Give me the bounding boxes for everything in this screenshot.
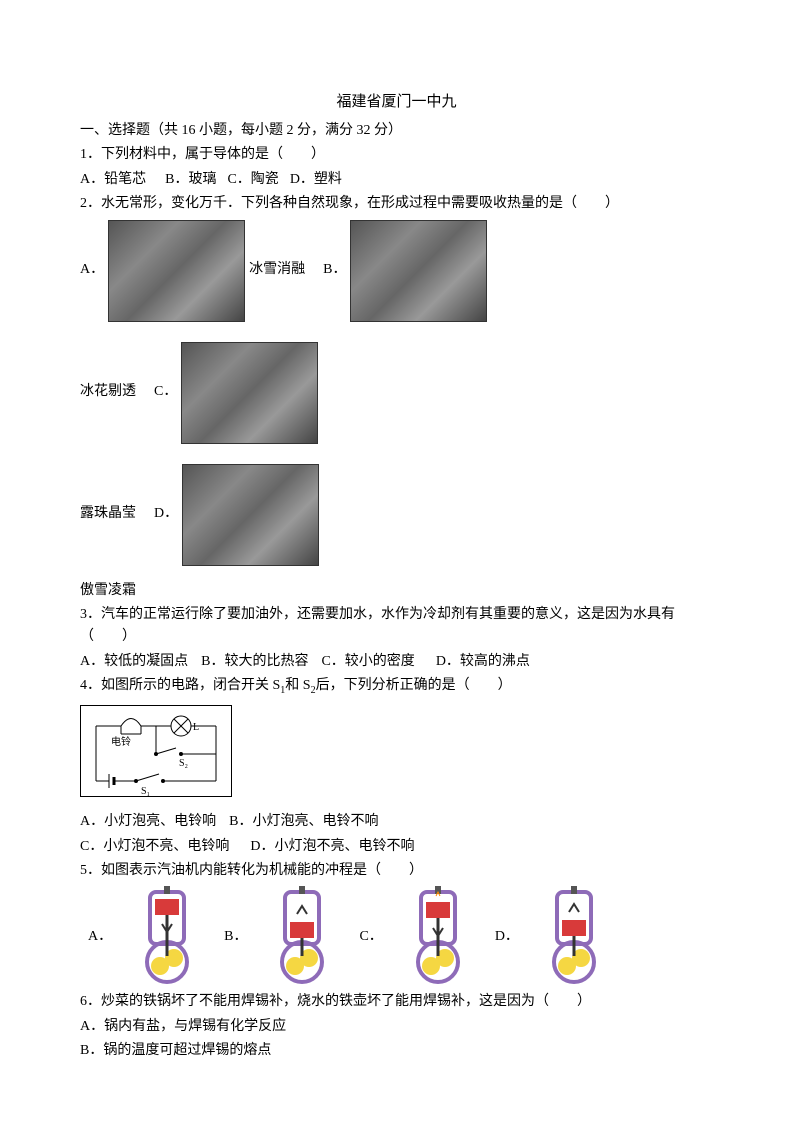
q2-row-d: 露珠晶莹 D． [80, 462, 713, 568]
engine-stroke-c [393, 884, 483, 989]
q1-opt-d: D．塑料 [290, 172, 342, 187]
q6-opt-a: A．锅内有盐，与焊锡有化学反应 [80, 1016, 713, 1038]
q4-stem-before: 4．如图所示的电路，闭合开关 S [80, 678, 280, 693]
q4-opt-a: A．小灯泡亮、电铃响 [80, 814, 216, 829]
circuit-diagram: 电铃 L S₂ S₁ [80, 705, 232, 797]
q2-c-label: C． [154, 381, 177, 403]
q2-b-label: B． [323, 259, 346, 281]
q2-stem: 2．水无常形，变化万千．下列各种自然现象，在形成过程中需要吸收热量的是（ ） [80, 193, 713, 215]
q3-stem: 3．汽车的正常运行除了要加油外，还需要加水，水作为冷却剂有其重要的意义，这是因为… [80, 604, 713, 649]
engine-stroke-b [257, 884, 347, 989]
q2-c-text: 露珠晶莹 [80, 503, 136, 525]
section-heading: 一、选择题（共 16 小题，每小题 2 分，满分 32 分） [80, 120, 713, 142]
q1-opt-a: A．铅笔芯 [80, 172, 146, 187]
q4-stem-mid: 和 S [285, 678, 310, 693]
q4-options-row1: A．小灯泡亮、电铃响 B．小灯泡亮、电铃不响 [80, 811, 713, 833]
s2-label: S₂ [179, 758, 188, 769]
q2-b-text: 冰花剔透 [80, 381, 136, 403]
q5-options: A． B． C． [80, 884, 713, 989]
image-dew-drops [181, 342, 318, 444]
q5-opt-a: A． [88, 926, 112, 948]
bell-label: 电铃 [111, 735, 131, 748]
q4-opt-c: C．小灯泡不亮、电铃响 [80, 839, 229, 854]
q4-stem: 4．如图所示的电路，闭合开关 S1和 S2后，下列分析正确的是（ ） [80, 675, 713, 699]
doc-title: 福建省厦门一中九 [80, 90, 713, 114]
image-frost-flower [350, 220, 487, 322]
q5-stem: 5．如图表示汽油机内能转化为机械能的冲程是（ ） [80, 860, 713, 882]
engine-stroke-d [529, 884, 619, 989]
image-melting-snow [108, 220, 245, 322]
q3-opt-a: A．较低的凝固点 [80, 654, 188, 669]
q1-options: A．铅笔芯 B．玻璃 C．陶瓷 D．塑料 [80, 169, 713, 191]
q3-opt-b: B．较大的比热容 [201, 654, 308, 669]
q2-a-text: 冰雪消融 [249, 259, 305, 281]
q2-row-ab: A． 冰雪消融 B． [80, 218, 713, 324]
q1-opt-c: C．陶瓷 [227, 172, 278, 187]
q2-d-label: D． [154, 503, 178, 525]
lamp-label: L [193, 722, 199, 733]
image-frost-leaf [182, 464, 319, 566]
q4-stem-after: 后，下列分析正确的是（ ） [316, 678, 512, 693]
q1-stem: 1．下列材料中，属于导体的是（ ） [80, 144, 713, 166]
q3-options: A．较低的凝固点 B．较大的比热容 C．较小的密度 D．较高的沸点 [80, 651, 713, 673]
q6-stem: 6．炒菜的铁锅坏了不能用焊锡补，烧水的铁壶坏了能用焊锡补，这是因为（ ） [80, 991, 713, 1013]
q4-opt-b: B．小灯泡亮、电铃不响 [229, 814, 378, 829]
q4-circuit-figure: 电铃 L S₂ S₁ [80, 701, 713, 809]
q2-d-text: 傲雪凌霜 [80, 580, 713, 602]
q4-opt-d: D．小灯泡不亮、电铃不响 [250, 839, 414, 854]
q2-a-label: A． [80, 259, 104, 281]
q5-opt-b: B． [224, 926, 247, 948]
s1-label: S₁ [141, 786, 150, 797]
q2-row-c: 冰花剔透 C． [80, 340, 713, 446]
q5-opt-c: C． [359, 926, 382, 948]
q5-opt-d: D． [495, 926, 519, 948]
q4-options-row2: C．小灯泡不亮、电铃响 D．小灯泡不亮、电铃不响 [80, 836, 713, 858]
q6-opt-b: B．锅的温度可超过焊锡的熔点 [80, 1040, 713, 1062]
q3-opt-d: D．较高的沸点 [436, 654, 530, 669]
q3-opt-c: C．较小的密度 [321, 654, 414, 669]
engine-stroke-a [122, 884, 212, 989]
q1-opt-b: B．玻璃 [165, 172, 216, 187]
page-root: 福建省厦门一中九 一、选择题（共 16 小题，每小题 2 分，满分 32 分） … [0, 0, 793, 1105]
